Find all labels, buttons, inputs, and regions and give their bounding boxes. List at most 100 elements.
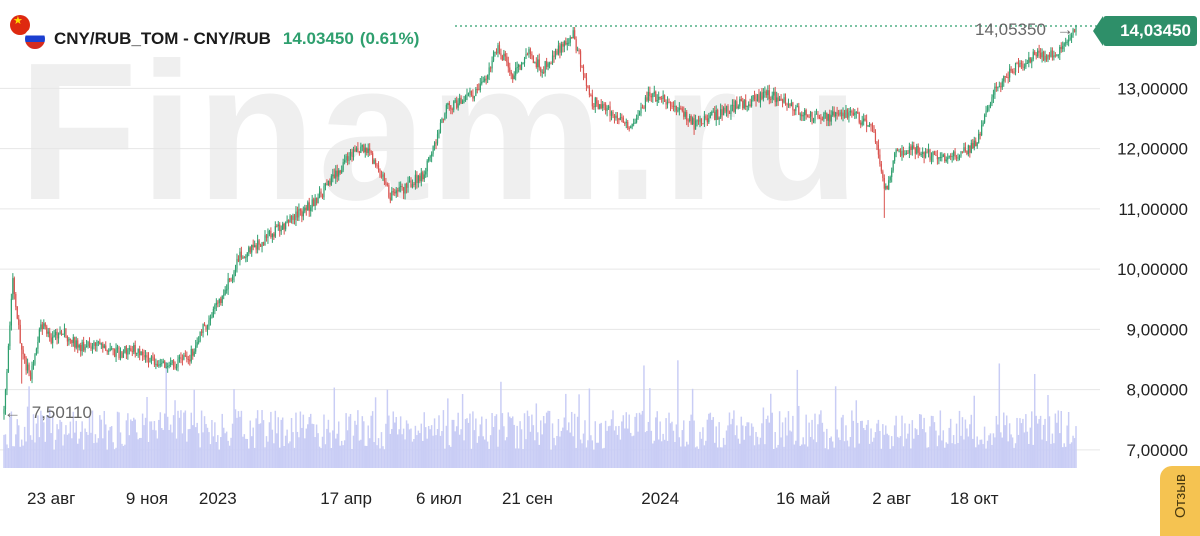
candle-body: [433, 142, 436, 147]
volume-bar: [966, 428, 968, 468]
candle-body: [243, 257, 245, 259]
candle-body: [382, 174, 384, 177]
candle-body: [509, 67, 511, 72]
instrument-title[interactable]: CNY/RUB_TOM - CNY/RUB: [54, 29, 271, 48]
volume-bar: [985, 448, 987, 468]
candle-body: [7, 346, 10, 372]
candle-body: [189, 359, 191, 362]
volume-bar: [865, 424, 868, 468]
candle-body: [758, 94, 760, 103]
candle-body: [357, 148, 359, 152]
candle-body: [80, 345, 82, 352]
volume-bar: [584, 420, 586, 468]
candle-body: [988, 106, 990, 108]
candle-body: [233, 271, 235, 277]
volume-bar: [885, 425, 887, 468]
volume-bar: [424, 427, 427, 468]
volume-bar: [450, 446, 452, 468]
candle-body: [1054, 55, 1056, 57]
candle-body: [198, 341, 200, 343]
candle-body: [130, 348, 132, 352]
candle-body: [749, 104, 751, 107]
volume-bar: [545, 412, 548, 468]
candle-body: [966, 150, 968, 155]
candle-body: [774, 91, 776, 103]
candle-body: [240, 251, 243, 258]
candle-body: [85, 345, 88, 347]
volume-bar: [395, 417, 397, 468]
candle-body: [500, 53, 502, 56]
x-tick-label: 17 апр: [320, 489, 372, 508]
candle-body: [833, 111, 835, 117]
candle-body: [171, 360, 173, 364]
volume-bar: [519, 421, 521, 468]
candle-body: [540, 67, 542, 73]
volume-bar: [102, 438, 104, 468]
candle-body: [863, 118, 865, 122]
volume-bar: [963, 439, 965, 468]
candle-body: [594, 97, 596, 107]
volume-bar: [610, 419, 613, 468]
candle-body: [29, 372, 32, 380]
volume-bar: [864, 430, 866, 468]
volume-bar: [604, 420, 607, 468]
volume-bar: [635, 413, 638, 468]
volume-bar: [948, 427, 950, 468]
candle-body: [1038, 50, 1040, 53]
volume-bar: [78, 438, 80, 468]
volume-bar: [388, 415, 390, 468]
volume-bar: [473, 430, 476, 468]
candle-body: [156, 363, 158, 366]
candle-body: [1004, 76, 1006, 78]
volume-bar: [534, 440, 536, 468]
candle-body: [35, 348, 38, 355]
candle-body: [852, 112, 854, 116]
volume-bar: [264, 447, 266, 468]
volume-bar: [1013, 447, 1015, 468]
volume-bar: [507, 412, 510, 468]
volume-bar: [283, 446, 285, 468]
volume-bar: [265, 436, 268, 468]
y-tick-label: 7,00000: [1127, 441, 1188, 460]
candle-body: [327, 180, 330, 186]
candle-body: [641, 107, 644, 109]
volume-bar: [354, 420, 356, 468]
candle-body: [1072, 29, 1074, 36]
volume-bar: [560, 430, 563, 468]
candle-body: [498, 45, 501, 54]
candle-body: [646, 97, 648, 101]
volume-bar: [988, 435, 990, 468]
volume-bar: [964, 419, 967, 468]
candle-body: [953, 151, 955, 157]
volume-bar: [277, 417, 280, 468]
volume-bar: [339, 445, 341, 468]
candle-body: [804, 110, 806, 116]
volume-bar: [230, 437, 232, 468]
candle-body: [512, 74, 514, 80]
candle-body: [857, 112, 859, 114]
volume-bar: [980, 439, 983, 468]
candle-body: [554, 50, 557, 57]
candle-body: [826, 112, 828, 121]
volume-bar: [66, 434, 69, 468]
candle-body: [28, 364, 30, 373]
candle-body: [279, 224, 281, 232]
volume-bar: [47, 415, 49, 468]
candle-body: [686, 112, 688, 121]
feedback-tab[interactable]: Отзыв: [1160, 466, 1200, 536]
candle-body: [694, 120, 697, 130]
volume-bar: [638, 412, 641, 468]
candle-body: [149, 360, 151, 363]
volume-bar: [44, 441, 47, 468]
candle-body: [344, 160, 346, 163]
candle-body: [122, 352, 125, 358]
candle-body: [756, 94, 759, 101]
candle-body: [234, 268, 237, 272]
volume-bar: [205, 424, 207, 468]
volume-bar: [862, 427, 865, 468]
candle-body: [91, 345, 94, 349]
volume-bar: [622, 415, 625, 468]
candle-body: [568, 42, 570, 44]
price-change: (0.61%): [359, 29, 420, 48]
